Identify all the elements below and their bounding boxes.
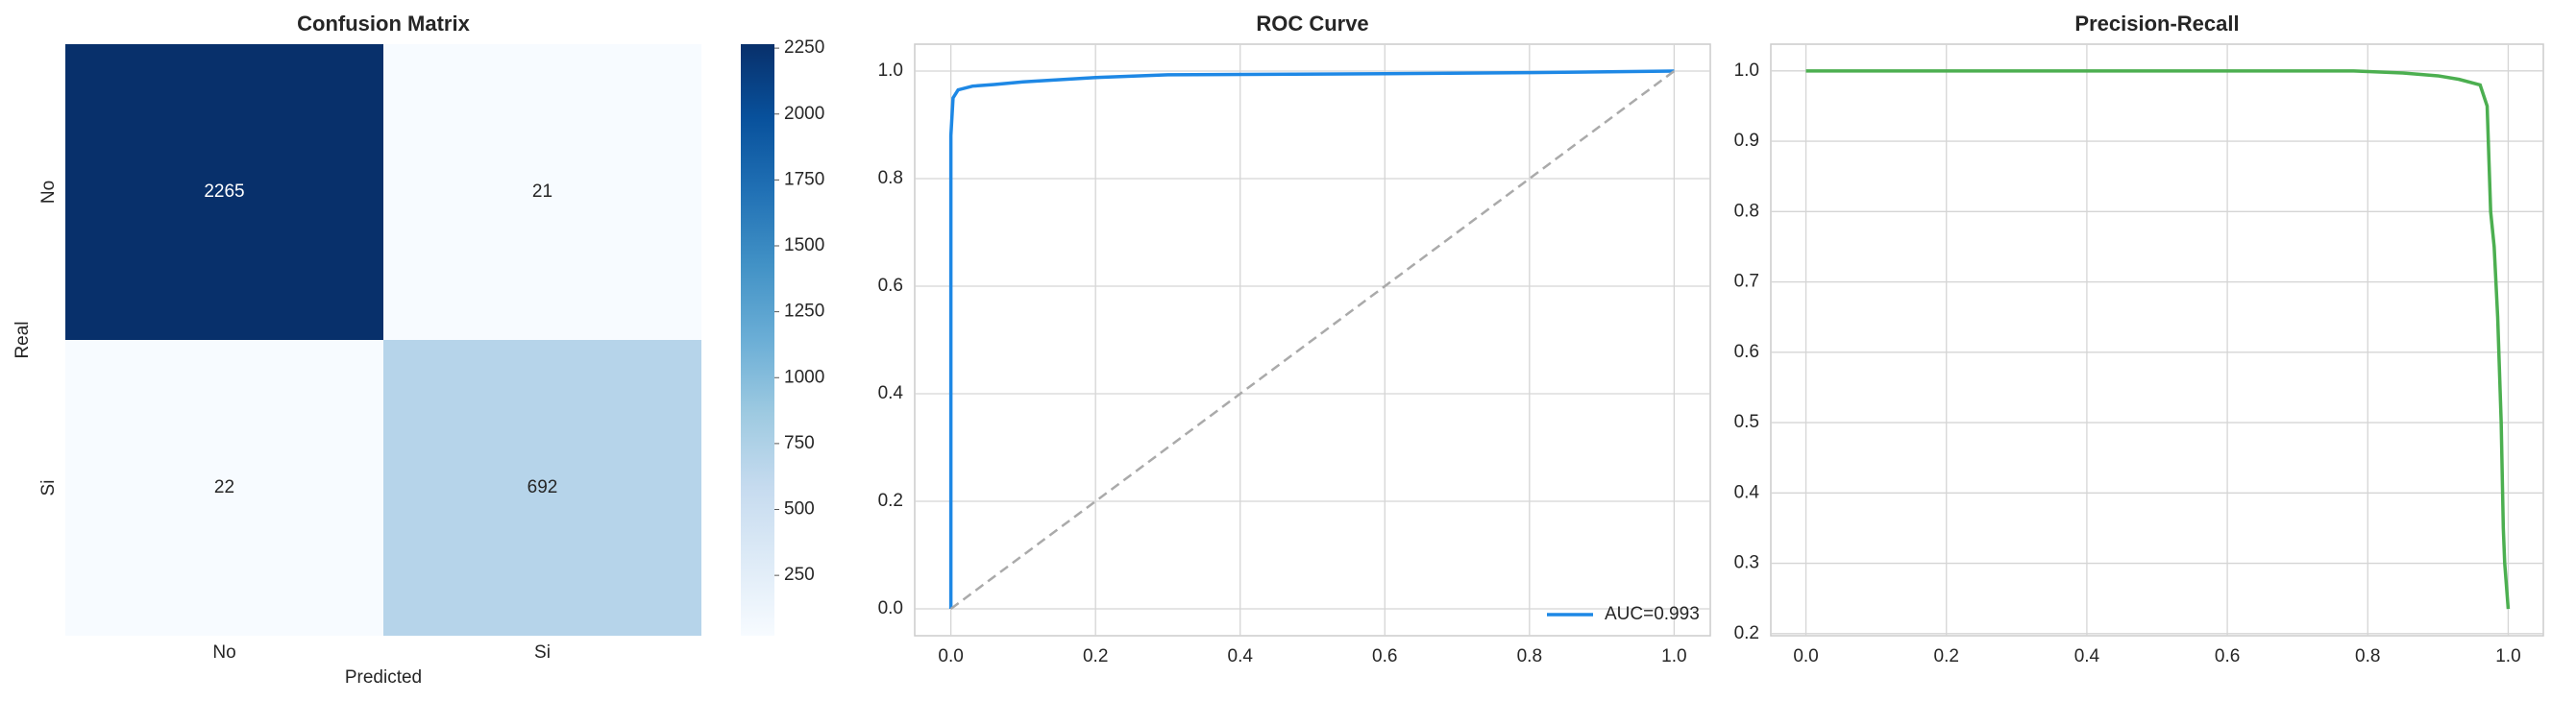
y-tick-label: 0.5 [1734, 412, 1759, 432]
chart-title: Confusion Matrix [297, 12, 470, 36]
y-tick-label: 0.4 [1734, 482, 1760, 502]
colorbar-tick-label: 500 [784, 499, 815, 520]
x-tick-label: 0.4 [2074, 646, 2100, 666]
colorbar-tick-label: 750 [784, 433, 815, 453]
data-line [948, 69, 1675, 609]
y-tick-label: 0.8 [1734, 201, 1759, 221]
x-tick-label: 0.2 [1934, 646, 1959, 666]
colorbar-tick-label: 1250 [784, 302, 824, 322]
y-tick-label: 0.6 [878, 276, 903, 296]
x-tick-label: 0.8 [1517, 646, 1542, 666]
chart-title: Precision-Recall [2074, 12, 2239, 36]
x-tick-label: 0.2 [1083, 646, 1108, 666]
x-tick-label: 0.6 [1372, 646, 1397, 666]
reference-line [949, 69, 1676, 611]
y-tick-label: 1.0 [1734, 61, 1759, 81]
data-line [1805, 69, 2511, 610]
y-tick-label: 1.0 [878, 61, 903, 81]
cell-label: 2265 [204, 182, 244, 202]
colorbar-tick-label: 2000 [784, 104, 824, 124]
x-tick-label: 0.4 [1228, 646, 1254, 666]
x-tick-label: 1.0 [1661, 646, 1686, 666]
x-tick-label: 0.0 [1793, 646, 1818, 666]
x-tick-label: No [212, 642, 235, 663]
heatmap-cell [383, 44, 701, 340]
y-tick-label: No [38, 181, 59, 204]
y-tick-label: 0.4 [878, 383, 904, 403]
heatmap-cell [65, 44, 383, 340]
y-axis-label: Real [12, 321, 33, 358]
y-tick-label: 0.2 [878, 491, 903, 511]
colorbar-tick-label: 1750 [784, 169, 824, 189]
plot-area [1770, 43, 2544, 637]
colorbar-tick-label: 1500 [784, 235, 824, 255]
x-tick-label: 1.0 [2495, 646, 2520, 666]
x-tick-label: 0.6 [2215, 646, 2240, 666]
colorbar-tick-label: 1000 [784, 367, 824, 387]
heatmap-cell [65, 340, 383, 636]
y-tick-label: Si [38, 480, 59, 496]
x-tick-label: Si [534, 642, 551, 663]
y-tick-label: 0.7 [1734, 272, 1759, 292]
y-tick-label: 0.0 [878, 598, 903, 618]
x-tick-label: 0.8 [2355, 646, 2380, 666]
cell-label: 22 [214, 477, 234, 497]
colorbar-tick-label: 2250 [784, 37, 824, 58]
y-tick-label: 0.3 [1734, 553, 1759, 573]
cell-label: 692 [527, 477, 558, 497]
colorbar [741, 44, 774, 636]
y-tick-label: 0.2 [1734, 623, 1759, 643]
y-tick-label: 0.9 [1734, 131, 1759, 151]
legend-label: AUC=0.993 [1605, 604, 1700, 624]
cell-label: 21 [532, 182, 552, 202]
y-tick-label: 0.8 [878, 168, 903, 188]
heatmap-cell [383, 340, 701, 636]
x-axis-label: Predicted [345, 667, 422, 688]
y-tick-label: 0.6 [1734, 342, 1759, 362]
x-tick-label: 0.0 [938, 646, 963, 666]
chart-title: ROC Curve [1256, 12, 1368, 36]
colorbar-tick-label: 250 [784, 565, 815, 585]
